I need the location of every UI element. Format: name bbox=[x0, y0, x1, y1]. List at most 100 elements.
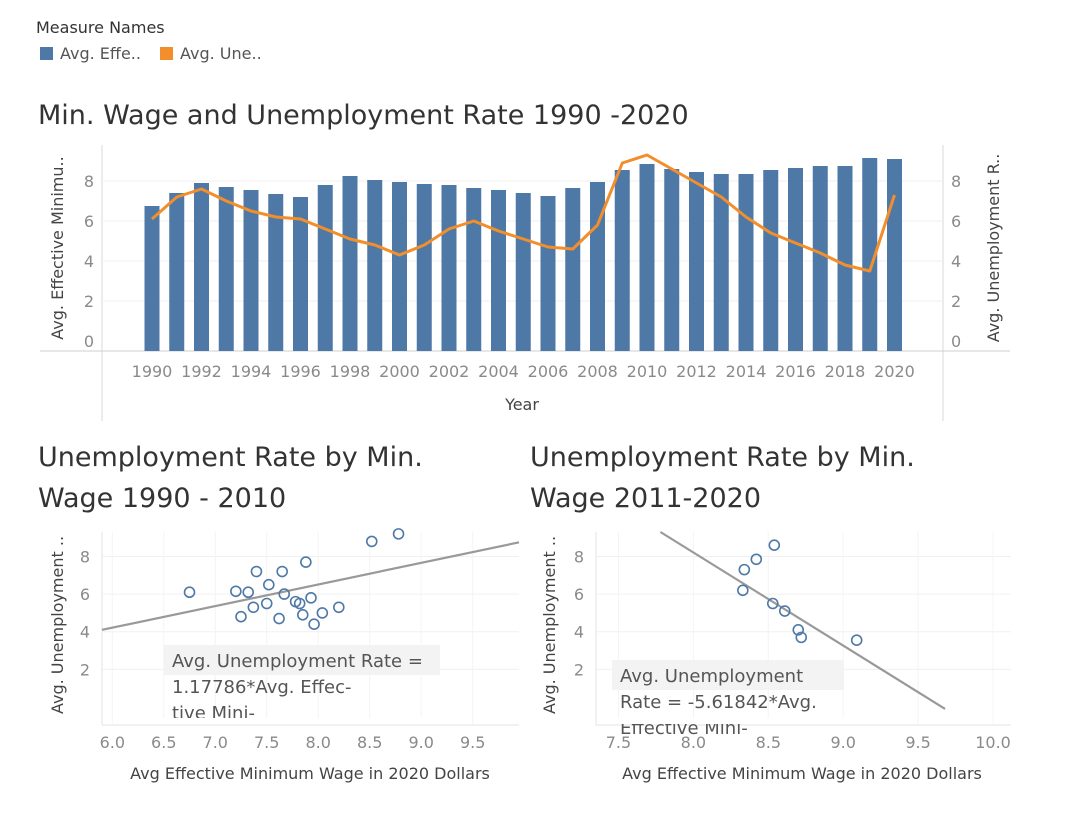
bar-2003 bbox=[466, 188, 482, 351]
bar-1996 bbox=[293, 197, 308, 351]
scatter-point bbox=[316, 607, 329, 619]
y-axis-title: Avg. Effective Minimu.. bbox=[48, 156, 67, 339]
bar-2012 bbox=[689, 172, 704, 351]
y2-tick-label: 8 bbox=[951, 172, 961, 191]
annotation-text: Avg. Unemployment Rate = bbox=[172, 651, 423, 672]
bar-2008 bbox=[590, 182, 605, 351]
legend-item-unemployment[interactable]: Avg. Une.. bbox=[160, 44, 262, 63]
x-tick-label: 7.5 bbox=[606, 733, 631, 752]
annotation-clip bbox=[610, 718, 846, 724]
x-tick-label: 9.0 bbox=[408, 733, 433, 752]
bar-2001 bbox=[416, 184, 432, 351]
x-tick-label: 8.0 bbox=[305, 733, 330, 752]
scatter-point bbox=[737, 584, 749, 597]
legend-label: Avg. Effe.. bbox=[60, 44, 141, 63]
annotation-text: Rate = -5.61842*Avg. bbox=[620, 692, 817, 713]
y-tick-label: 2 bbox=[80, 660, 90, 679]
bar-2019 bbox=[862, 158, 878, 351]
scatter-point bbox=[305, 592, 317, 604]
scatter-point bbox=[392, 528, 405, 540]
chart-title-right-line1: Unemployment Rate by Min. bbox=[530, 442, 915, 473]
x-tick-label: 2010 bbox=[627, 362, 668, 381]
x-tick-label: 1994 bbox=[231, 362, 272, 381]
bar-2018 bbox=[837, 166, 853, 351]
y-tick-label: 8 bbox=[84, 172, 94, 191]
annotation-box bbox=[612, 660, 844, 690]
bar-1994 bbox=[243, 190, 259, 351]
x-tick-label: 1992 bbox=[181, 362, 222, 381]
trend-line bbox=[101, 541, 520, 631]
x-tick-label: 2012 bbox=[676, 362, 717, 381]
y-tick-label: 6 bbox=[574, 585, 584, 604]
bar-1999 bbox=[367, 180, 383, 351]
scatter-point bbox=[792, 624, 805, 636]
scatter-point bbox=[333, 601, 345, 614]
chart-title-main: Min. Wage and Unemployment Rate 1990 -20… bbox=[38, 100, 689, 131]
y2-axis-title: Avg. Unemployment R.. bbox=[984, 154, 1003, 343]
x-tick-label: 8.5 bbox=[756, 733, 781, 752]
legend-label: Avg. Une.. bbox=[180, 44, 262, 63]
scatter-point bbox=[850, 634, 863, 646]
bar-1990 bbox=[144, 206, 160, 351]
annotation-clip bbox=[162, 718, 442, 724]
annotation-text: Avg. Unemployment bbox=[620, 666, 803, 687]
chart-title-left-line1: Unemployment Rate by Min. bbox=[38, 442, 423, 473]
scatter-point bbox=[262, 578, 275, 591]
x-tick-label: 7.5 bbox=[254, 733, 279, 752]
x-tick-label: 2004 bbox=[478, 362, 519, 381]
scatter-point bbox=[230, 585, 242, 598]
x-tick-label: 9.5 bbox=[905, 733, 930, 752]
scatter-point bbox=[247, 601, 260, 614]
y-tick-label: 0 bbox=[84, 332, 94, 351]
bar-2015 bbox=[763, 170, 779, 351]
x-tick-label: 9.5 bbox=[460, 733, 485, 752]
scatter-point bbox=[308, 618, 320, 631]
scatter-point bbox=[183, 586, 196, 599]
x-tick-label: 2014 bbox=[726, 362, 767, 381]
x-tick-label: 2006 bbox=[528, 362, 569, 381]
y-tick-label: 8 bbox=[574, 547, 584, 566]
y-tick-label: 4 bbox=[80, 623, 90, 642]
y2-tick-label: 4 bbox=[951, 252, 961, 271]
legend-swatch-blue bbox=[40, 47, 53, 60]
bar-2014 bbox=[738, 174, 754, 351]
scatter-point bbox=[750, 553, 763, 566]
unemployment-line bbox=[151, 153, 896, 273]
bar-1993 bbox=[218, 187, 234, 351]
trend-line bbox=[659, 531, 946, 710]
y-axis-title: Avg. Unemployment .. bbox=[48, 536, 67, 714]
bar-2011 bbox=[664, 169, 680, 351]
y-tick-label: 4 bbox=[574, 623, 584, 642]
x-tick-label: 2000 bbox=[379, 362, 420, 381]
bar-1995 bbox=[268, 194, 284, 351]
x-axis-title: Year bbox=[504, 395, 539, 414]
bar-2000 bbox=[392, 182, 407, 351]
x-tick-label: 2008 bbox=[577, 362, 618, 381]
legend-item-min-wage[interactable]: Avg. Effe.. bbox=[40, 44, 141, 63]
x-tick-label: 1990 bbox=[132, 362, 173, 381]
scatter-point bbox=[768, 539, 781, 551]
bar-2017 bbox=[812, 166, 828, 351]
scatter-point bbox=[795, 631, 808, 644]
bar-2016 bbox=[788, 168, 803, 351]
y-tick-label: 6 bbox=[80, 585, 90, 604]
x-tick-label: 1998 bbox=[330, 362, 371, 381]
x-tick-label: 8.5 bbox=[357, 733, 382, 752]
bar-2013 bbox=[713, 174, 729, 351]
chart-title-right-line2: Wage 2011-2020 bbox=[530, 483, 762, 514]
bar-1991 bbox=[169, 193, 185, 351]
y2-tick-label: 6 bbox=[951, 212, 961, 231]
y-tick-label: 2 bbox=[574, 660, 584, 679]
bar-2005 bbox=[515, 193, 531, 351]
bar-2002 bbox=[441, 185, 457, 351]
y-tick-label: 6 bbox=[84, 212, 94, 231]
x-tick-label: 9.0 bbox=[830, 733, 855, 752]
scatter-point bbox=[278, 588, 291, 600]
x-tick-label: 2016 bbox=[775, 362, 816, 381]
x-tick-label: 10.0 bbox=[975, 733, 1011, 752]
bar-2004 bbox=[491, 190, 506, 351]
x-tick-label: 2020 bbox=[874, 362, 915, 381]
scatter-point bbox=[235, 610, 247, 623]
x-tick-label: 2018 bbox=[825, 362, 866, 381]
